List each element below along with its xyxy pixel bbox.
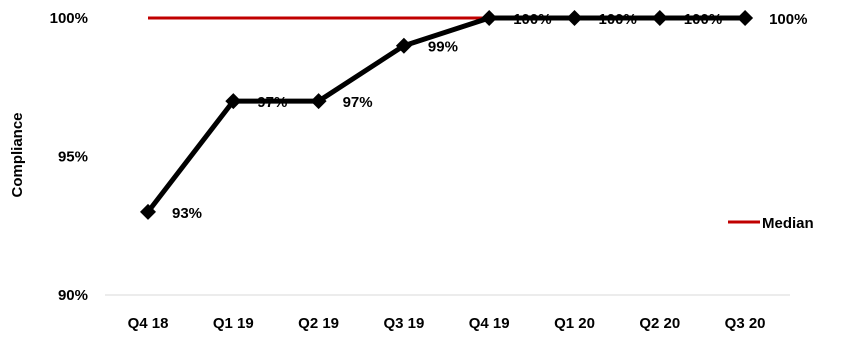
data-label: 100% (684, 11, 722, 28)
data-label: 93% (172, 205, 202, 222)
y-tick-label: 90% (58, 287, 88, 304)
compliance-series-line (146, 15, 746, 214)
diamond-marker (310, 93, 327, 110)
y-axis-title: Compliance (9, 112, 26, 197)
diamond-marker (651, 10, 668, 26)
diamond-marker (481, 10, 498, 26)
y-tick-label: 95% (58, 149, 88, 166)
y-tick-label: 100% (50, 10, 88, 27)
diamond-marker (225, 93, 242, 110)
data-label: 99% (428, 39, 458, 56)
label-layer: 93% 97% 97% 99% 100% 100% 100% 100% (172, 11, 807, 222)
data-label: 97% (257, 94, 287, 111)
data-label: 97% (343, 94, 373, 111)
diamond-marker (395, 37, 412, 54)
diamond-marker (140, 203, 156, 220)
data-label: 100% (599, 11, 637, 28)
x-tick-label: Q3 19 (383, 315, 424, 332)
x-tick-label: Q4 18 (128, 315, 169, 332)
x-tick-label: Q3 20 (725, 315, 766, 332)
data-label: 100% (513, 11, 551, 28)
x-tick-label: Q4 19 (469, 315, 510, 332)
x-tick-label: Q2 20 (639, 315, 680, 332)
axis-layer: 90% 95% 100% Q4 18 Q1 19 Q2 19 Q3 19 Q4 19 Q1 20… (50, 10, 790, 332)
diamond-marker (566, 10, 583, 26)
x-tick-label: Q2 19 (298, 315, 339, 332)
x-tick-label: Q1 20 (554, 315, 595, 332)
series-layer (140, 10, 754, 220)
legend-median-label: Median (762, 215, 814, 232)
x-tick-label: Q1 19 (213, 315, 254, 332)
data-label: 100% (769, 11, 807, 28)
legend: Median (728, 215, 814, 232)
diamond-marker (737, 10, 754, 26)
